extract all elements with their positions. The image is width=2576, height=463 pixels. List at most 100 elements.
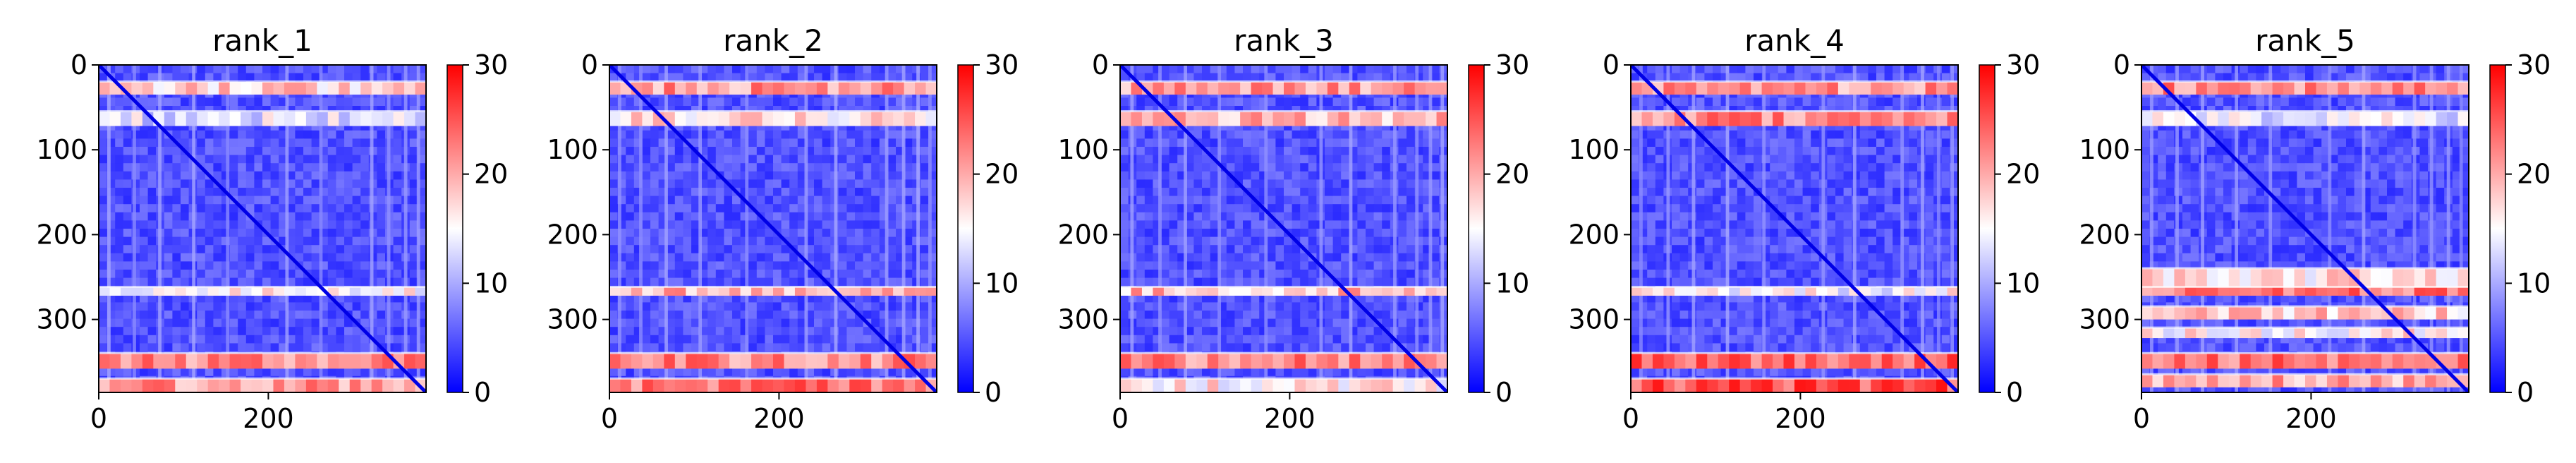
heatmap-cell	[838, 171, 847, 180]
heatmap-cell	[1120, 196, 1129, 205]
heatmap-cell	[286, 335, 296, 344]
heatmap-cell	[205, 277, 214, 287]
heatmap-cell	[1357, 204, 1366, 213]
heatmap-cell	[311, 171, 320, 180]
heatmap-cell	[327, 327, 336, 336]
heatmap-cell	[1398, 138, 1407, 148]
heatmap-cell	[724, 138, 733, 148]
heatmap-cell	[270, 179, 279, 188]
heatmap-band-cell	[295, 287, 307, 296]
heatmap-cell	[262, 212, 272, 221]
heatmap-cell	[724, 343, 733, 352]
heatmap-cell	[311, 245, 320, 254]
heatmap-cell	[393, 270, 402, 279]
heatmap-cell	[1300, 147, 1309, 156]
heatmap-cell	[1243, 236, 1252, 246]
heatmap-cell	[887, 302, 897, 311]
heatmap-cell	[1366, 155, 1375, 164]
heatmap-cell	[229, 253, 238, 262]
heatmap-cell	[1357, 163, 1366, 172]
heatmap-band-cell	[339, 112, 351, 126]
heatmap-cell	[887, 204, 897, 213]
heatmap-cell	[352, 147, 361, 156]
heatmap-cell	[1373, 229, 1383, 238]
heatmap-cell	[1332, 253, 1342, 262]
heatmap-cell	[311, 97, 320, 107]
heatmap-cell	[674, 220, 684, 229]
heatmap-cell	[147, 318, 157, 327]
heatmap-cell	[327, 245, 336, 254]
heatmap-cell	[418, 212, 426, 221]
heatmap-stripe	[885, 65, 889, 392]
heatmap-cell	[205, 253, 214, 262]
heatmap-cell	[311, 318, 320, 327]
heatmap-cell	[1292, 245, 1301, 254]
heatmap-cell	[279, 188, 288, 197]
heatmap-cell	[1430, 245, 1440, 254]
heatmap-cell	[609, 270, 619, 279]
heatmap-cell	[295, 171, 304, 180]
heatmap-cell	[303, 163, 312, 172]
heatmap-cell	[205, 229, 214, 238]
heatmap-band-cell	[751, 378, 763, 392]
heatmap-cell	[1136, 138, 1146, 148]
heatmap-cell	[887, 236, 897, 246]
heatmap-cell	[1243, 343, 1252, 352]
heatmap-cell	[245, 311, 255, 320]
heatmap-cell	[1325, 229, 1334, 238]
heatmap-cell	[683, 229, 692, 238]
heatmap-band-cell	[806, 82, 818, 95]
heatmap-cell	[871, 73, 880, 82]
heatmap-cell	[1430, 311, 1440, 320]
heatmap-cell	[311, 147, 320, 156]
heatmap-cell	[1234, 196, 1244, 205]
heatmap-cell	[344, 212, 353, 221]
heatmap-cell	[1161, 65, 1170, 74]
heatmap-cell	[1210, 138, 1219, 148]
heatmap-cell	[674, 277, 684, 287]
heatmap-cell	[1251, 294, 1260, 303]
heatmap-cell	[667, 212, 676, 221]
heatmap-cell	[1251, 261, 1260, 270]
heatmap-cell	[855, 188, 864, 197]
heatmap-band-cell	[262, 112, 274, 126]
heatmap-cell	[1234, 343, 1244, 352]
heatmap-cell	[846, 261, 856, 270]
heatmap-cell	[838, 212, 847, 221]
heatmap-cell	[1382, 73, 1391, 82]
heatmap-cell	[904, 155, 913, 164]
heatmap-stripe	[158, 65, 162, 392]
heatmap-cell	[360, 97, 370, 107]
heatmap-cell	[254, 261, 263, 270]
heatmap-cell	[838, 302, 847, 311]
heatmap-cell	[1373, 335, 1383, 344]
panel-title: rank_2	[723, 23, 823, 58]
heatmap-cell	[1407, 311, 1416, 320]
heatmap-cell	[1341, 73, 1350, 82]
heatmap-cell	[327, 188, 336, 197]
heatmap-cell	[377, 97, 386, 107]
heatmap-cell	[1430, 196, 1440, 205]
heatmap-cell	[197, 97, 206, 107]
heatmap-cell	[311, 294, 320, 303]
heatmap-cell	[140, 65, 149, 74]
heatmap-cell	[806, 368, 815, 377]
heatmap-band-cell	[415, 353, 426, 369]
heatmap-cell	[1161, 179, 1170, 188]
heatmap-cell	[1161, 130, 1170, 139]
heatmap-cell	[303, 229, 312, 238]
heatmap-cell	[295, 229, 304, 238]
heatmap-cell	[172, 327, 181, 336]
heatmap-cell	[773, 327, 782, 336]
heatmap-cell	[1300, 229, 1309, 238]
heatmap-cell	[245, 73, 255, 82]
heatmap-cell	[650, 196, 660, 205]
heatmap-cell	[147, 138, 157, 148]
heatmap-cell	[920, 318, 929, 327]
heatmap-cell	[650, 229, 660, 238]
heatmap-cell	[1185, 138, 1194, 148]
heatmap-cell	[1357, 188, 1366, 197]
heatmap-cell	[920, 188, 929, 197]
heatmap-cell	[683, 97, 692, 107]
heatmap-cell	[172, 368, 181, 377]
